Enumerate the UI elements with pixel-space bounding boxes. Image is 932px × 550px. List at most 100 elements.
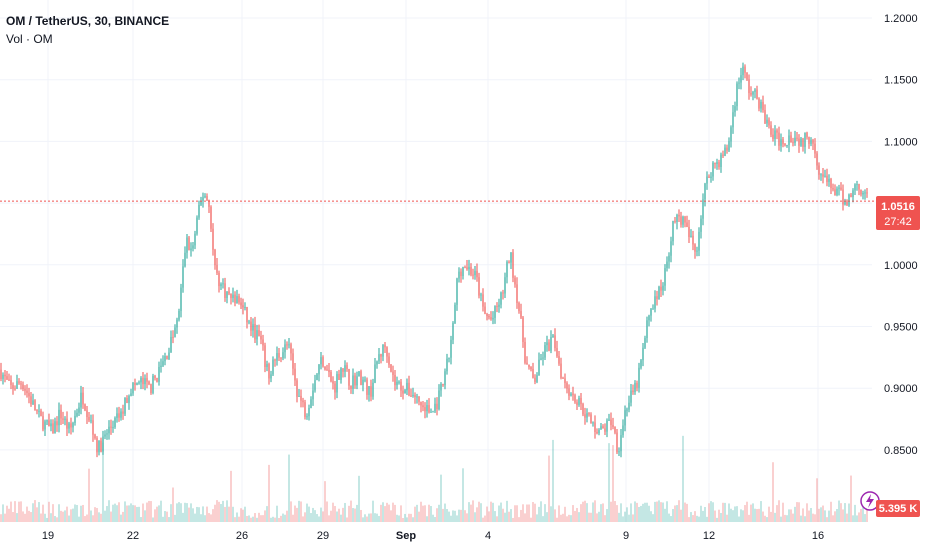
candle-body <box>654 296 656 309</box>
candle-body <box>122 411 124 414</box>
candle-body <box>22 384 24 390</box>
volume-bar <box>34 500 36 522</box>
candle-body <box>434 403 436 412</box>
price-axis[interactable]: 1.20001.15001.10001.05001.00000.95000.90… <box>884 13 918 457</box>
candle-body <box>14 388 16 390</box>
volume-bar <box>738 516 740 522</box>
volume-bar <box>400 505 402 522</box>
volume-bar <box>214 504 216 522</box>
volume-bar <box>726 514 728 522</box>
volume-bar <box>598 511 600 522</box>
candle-body <box>562 377 564 379</box>
volume-bar <box>74 504 76 522</box>
candle-body <box>12 384 14 389</box>
candle-body <box>454 304 456 324</box>
volume-bar <box>18 501 20 522</box>
volume-bar <box>234 517 236 522</box>
candle-body <box>840 187 842 190</box>
volume-bar <box>784 514 786 522</box>
candle-body <box>522 317 524 342</box>
volume-bar <box>834 511 836 522</box>
volume-bar <box>280 515 282 522</box>
volume-bar <box>750 504 752 522</box>
candle-body <box>774 130 776 139</box>
volume-bar <box>722 502 724 522</box>
candle-body <box>606 420 608 432</box>
volume-bar <box>656 501 658 522</box>
candle-body <box>372 382 374 397</box>
candle-body <box>826 175 828 182</box>
volume-bar <box>254 513 256 522</box>
candle-body <box>196 217 198 234</box>
candle-body <box>278 353 280 358</box>
volume-bar <box>48 501 50 522</box>
candle-body <box>36 410 38 412</box>
candle-body <box>602 426 604 429</box>
candle-body <box>462 267 464 277</box>
candle-body <box>636 382 638 388</box>
candle-body <box>618 451 620 453</box>
volume-bar <box>304 512 306 522</box>
candle-body <box>234 294 236 304</box>
candle-body <box>410 395 412 397</box>
candle-body <box>24 389 26 391</box>
volume-bar <box>514 505 516 522</box>
candle-body <box>168 352 170 360</box>
candle-body <box>782 139 784 145</box>
candle-body <box>222 283 224 285</box>
candle-body <box>142 377 144 385</box>
candle-body <box>110 426 112 428</box>
price-tick-label: 1.2000 <box>884 13 918 25</box>
volume-bar <box>402 517 404 522</box>
volume-bar <box>336 511 338 522</box>
volume-bar <box>512 517 514 522</box>
candle-body <box>216 265 218 273</box>
volume-bar <box>552 439 554 522</box>
volume-bar <box>486 506 488 522</box>
candle-body <box>642 347 644 361</box>
volume-bar <box>194 513 196 522</box>
candle-body <box>488 316 490 318</box>
volume-bar <box>320 507 322 522</box>
candle-body <box>808 137 810 144</box>
candle-body <box>408 382 410 396</box>
volume-bar <box>590 512 592 522</box>
volume-badge: 5.395 K <box>860 491 920 517</box>
candle-body <box>290 344 292 354</box>
volume-bar <box>596 513 598 522</box>
candle-body <box>164 355 166 362</box>
volume-bar <box>434 517 436 522</box>
candle-body <box>502 292 504 294</box>
volume-bar <box>324 481 326 522</box>
candle-body <box>822 174 824 177</box>
volume-bar <box>230 470 232 522</box>
volume-bar <box>744 505 746 522</box>
candle-body <box>378 354 380 362</box>
candle-body <box>538 359 540 376</box>
volume-bar <box>122 511 124 522</box>
volume-bar <box>502 508 504 522</box>
time-tick-label: 29 <box>317 530 329 542</box>
volume-bar <box>840 503 842 522</box>
volume-bar <box>756 509 758 522</box>
volume-bar <box>424 505 426 522</box>
volume-bar <box>504 512 506 522</box>
volume-bar <box>44 513 46 522</box>
volume-bar <box>316 514 318 522</box>
symbol-title[interactable]: OM / TetherUS, 30, BINANCE <box>6 14 170 28</box>
candle-body <box>276 353 278 361</box>
candle-body <box>838 187 840 189</box>
volume-bar <box>446 509 448 522</box>
volume-bar <box>428 504 430 522</box>
candle-body <box>758 98 760 109</box>
volume-bar <box>64 510 66 522</box>
time-axis[interactable]: 19 22 26 29 Sep 4 9 12 16 <box>42 530 824 542</box>
volume-bar <box>244 506 246 522</box>
volume-bar <box>558 505 560 522</box>
volume-bar <box>340 514 342 522</box>
volume-indicator-label[interactable]: Vol · OM <box>6 32 53 46</box>
volume-bar <box>508 511 510 522</box>
volume-bar <box>196 506 198 522</box>
candle-body <box>386 347 388 357</box>
